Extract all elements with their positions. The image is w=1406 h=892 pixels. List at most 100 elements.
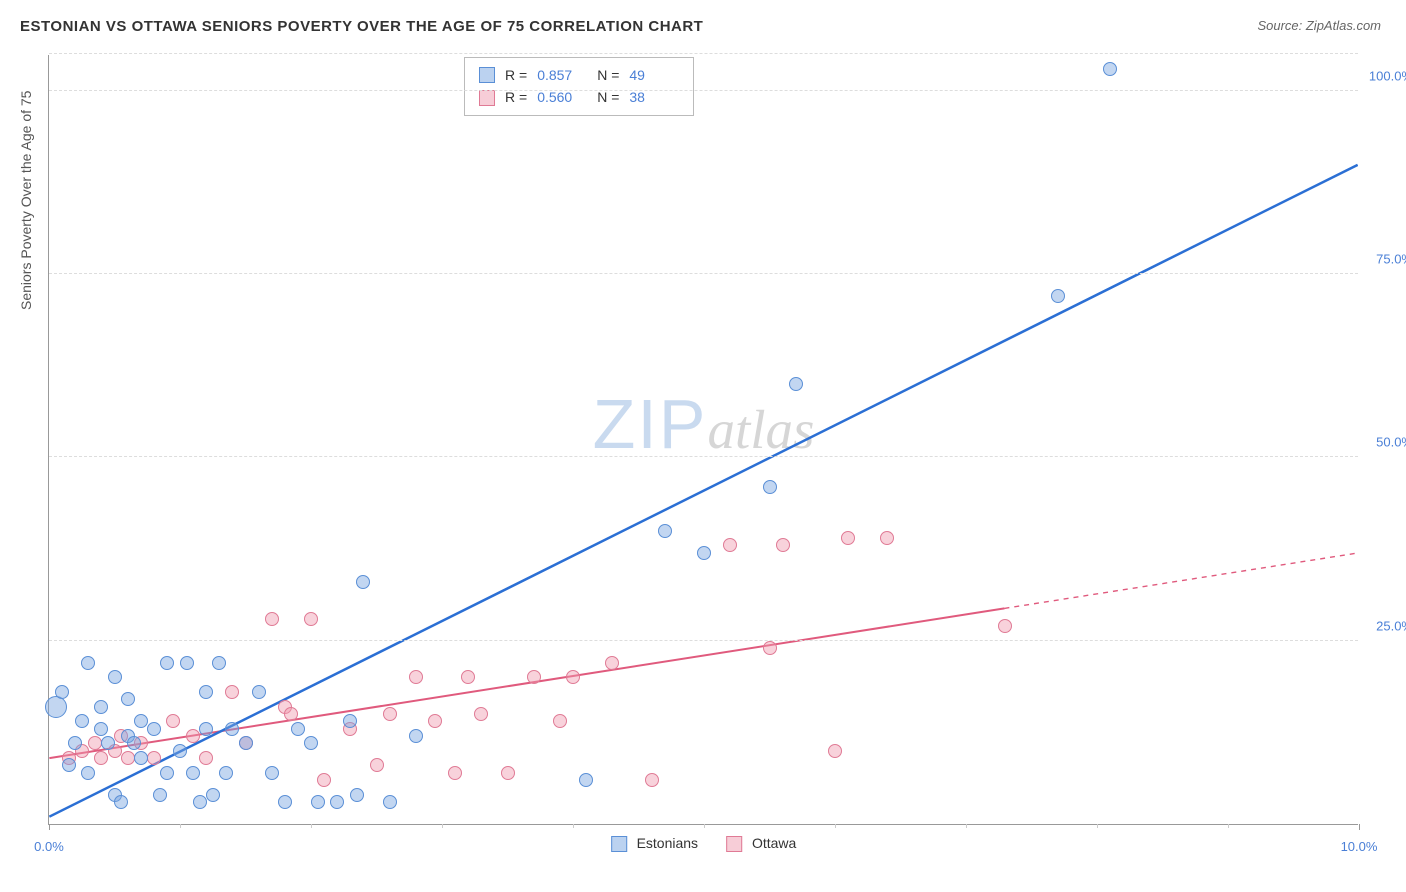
data-point: [789, 377, 803, 391]
data-point: [317, 773, 331, 787]
trend-lines: [49, 55, 1358, 824]
data-point: [304, 612, 318, 626]
gridline: [49, 456, 1358, 457]
data-point: [55, 685, 69, 699]
data-point: [108, 670, 122, 684]
chart-title: ESTONIAN VS OTTAWA SENIORS POVERTY OVER …: [20, 18, 703, 35]
stats-row-a: R = 0.857 N = 49: [479, 64, 679, 86]
data-point: [68, 736, 82, 750]
data-point: [579, 773, 593, 787]
data-point: [212, 656, 226, 670]
x-tick-label: 10.0%: [1341, 839, 1378, 854]
data-point: [448, 766, 462, 780]
data-point: [121, 692, 135, 706]
data-point: [206, 788, 220, 802]
x-tick-minor: [704, 824, 705, 828]
watermark: ZIPatlas: [593, 384, 815, 464]
data-point: [193, 795, 207, 809]
data-point: [304, 736, 318, 750]
data-point: [160, 766, 174, 780]
data-point: [94, 700, 108, 714]
data-point: [127, 736, 141, 750]
x-tick-minor: [442, 824, 443, 828]
data-point: [605, 656, 619, 670]
data-point: [311, 795, 325, 809]
data-point: [225, 685, 239, 699]
data-point: [121, 751, 135, 765]
data-point: [723, 538, 737, 552]
x-tick-minor: [1097, 824, 1098, 828]
data-point: [828, 744, 842, 758]
data-point: [199, 722, 213, 736]
data-point: [45, 696, 67, 718]
data-point: [134, 714, 148, 728]
x-tick-minor: [835, 824, 836, 828]
legend: Estonians Ottawa: [611, 835, 797, 852]
legend-label: Estonians: [637, 835, 698, 851]
data-point: [409, 729, 423, 743]
data-point: [81, 656, 95, 670]
y-tick-label: 50.0%: [1376, 435, 1406, 450]
data-point: [147, 751, 161, 765]
data-point: [225, 722, 239, 736]
data-point: [763, 480, 777, 494]
y-tick-label: 25.0%: [1376, 618, 1406, 633]
data-point: [1103, 62, 1117, 76]
x-tick-minor: [573, 824, 574, 828]
data-point: [180, 656, 194, 670]
data-point: [219, 766, 233, 780]
data-point: [880, 531, 894, 545]
swatch-estonians-icon: [611, 836, 627, 852]
data-point: [343, 714, 357, 728]
data-point: [998, 619, 1012, 633]
data-point: [409, 670, 423, 684]
data-point: [461, 670, 475, 684]
x-tick-minor: [1228, 824, 1229, 828]
x-tick-minor: [311, 824, 312, 828]
data-point: [428, 714, 442, 728]
n-value: 49: [629, 64, 679, 86]
data-point: [199, 751, 213, 765]
data-point: [147, 722, 161, 736]
r-value: 0.857: [537, 64, 587, 86]
n-label: N =: [597, 64, 619, 86]
data-point: [291, 722, 305, 736]
swatch-ottawa-icon: [479, 90, 495, 106]
data-point: [383, 707, 397, 721]
swatch-ottawa-icon: [726, 836, 742, 852]
data-point: [114, 795, 128, 809]
data-point: [370, 758, 384, 772]
data-point: [265, 612, 279, 626]
data-point: [474, 707, 488, 721]
data-point: [284, 707, 298, 721]
data-point: [350, 788, 364, 802]
data-point: [239, 736, 253, 750]
data-point: [75, 714, 89, 728]
data-point: [166, 714, 180, 728]
data-point: [134, 751, 148, 765]
x-tick-major: [1359, 824, 1360, 830]
swatch-estonians-icon: [479, 67, 495, 83]
data-point: [101, 736, 115, 750]
data-point: [265, 766, 279, 780]
data-point: [553, 714, 567, 728]
data-point: [252, 685, 266, 699]
data-point: [186, 766, 200, 780]
r-label: R =: [505, 64, 527, 86]
gridline: [49, 273, 1358, 274]
data-point: [501, 766, 515, 780]
data-point: [278, 795, 292, 809]
legend-label: Ottawa: [752, 835, 796, 851]
stats-box: R = 0.857 N = 49 R = 0.560 N = 38: [464, 57, 694, 116]
gridline: [49, 640, 1358, 641]
data-point: [776, 538, 790, 552]
x-tick-major: [49, 824, 50, 830]
x-tick-label: 0.0%: [34, 839, 64, 854]
gridline: [49, 53, 1358, 54]
data-point: [199, 685, 213, 699]
legend-item-ottawa: Ottawa: [726, 835, 796, 852]
data-point: [763, 641, 777, 655]
y-tick-label: 75.0%: [1376, 252, 1406, 267]
y-axis-title: Seniors Poverty Over the Age of 75: [18, 91, 34, 310]
data-point: [527, 670, 541, 684]
